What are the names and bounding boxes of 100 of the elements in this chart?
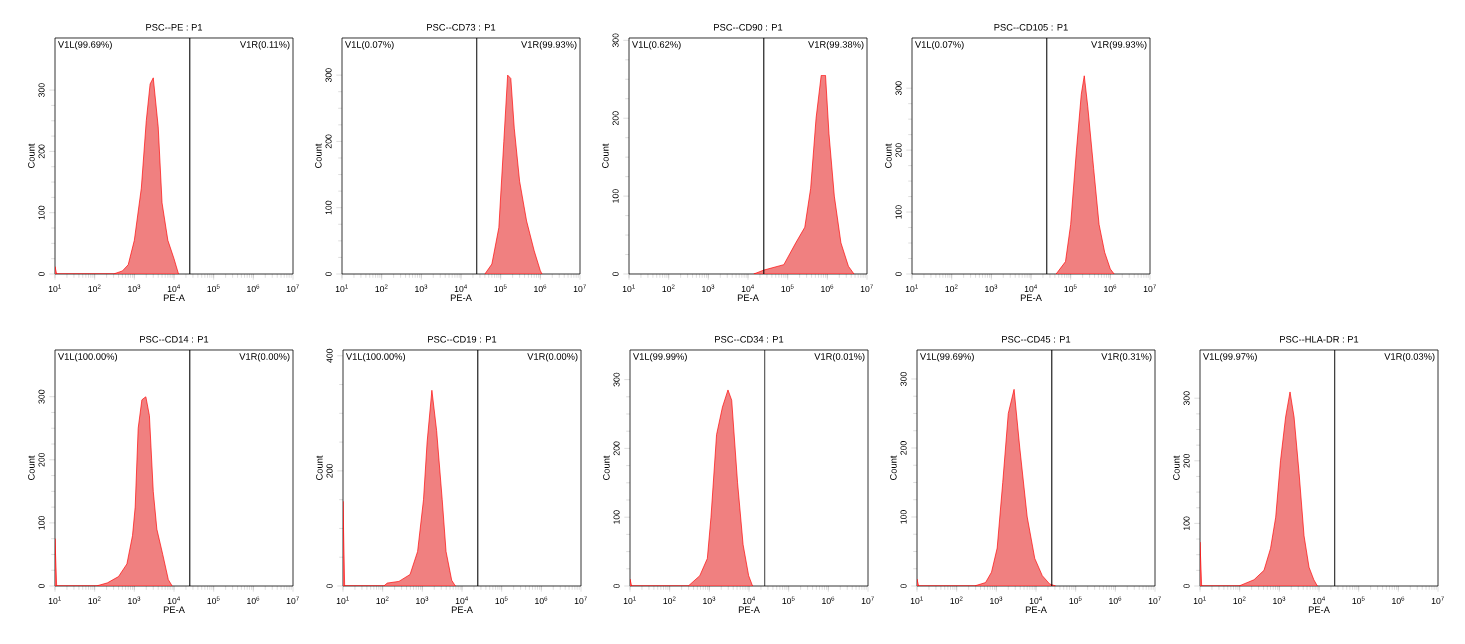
y-tick-label: 100 <box>325 200 332 215</box>
x-tick-label: 10$^{5}$ <box>495 596 508 605</box>
chart-title: PSC--CD14 : P1 <box>140 336 209 343</box>
y-axis-title: Count <box>602 143 609 168</box>
y-tick-label: 200 <box>900 441 907 455</box>
x-tick-label: 10$^{5}$ <box>782 596 795 605</box>
chart-title: PSC--CD45 : P1 <box>1002 336 1071 343</box>
annotation: V1R(99.93%) <box>521 40 577 50</box>
x-tick-label: 10$^{5}$ <box>494 284 507 293</box>
y-tick-label: 100 <box>900 510 907 524</box>
y-tick-label: 400 <box>326 348 333 363</box>
x-tick-label: 10$^{3}$ <box>416 596 429 605</box>
chart-title: PSC--CD19 : P1 <box>428 336 497 343</box>
x-tick-label: 10$^{4}$ <box>167 596 180 605</box>
y-axis-title: Count <box>603 455 610 480</box>
x-tick-label: 10$^{1}$ <box>336 596 349 605</box>
y-tick-label: 100 <box>895 205 902 219</box>
y-tick-label: 0 <box>900 583 907 589</box>
x-tick-label: 10$^{4}$ <box>1312 596 1326 605</box>
annotation: V1R(0.31%) <box>1101 352 1152 362</box>
annotation: V1R(0.00%) <box>527 352 578 362</box>
y-tick-label: 200 <box>895 143 902 157</box>
y-tick-label: 200 <box>613 441 620 456</box>
annotation: V1L(100.00%) <box>345 352 406 362</box>
x-axis-title: PE-A <box>737 294 759 301</box>
annotation: V1L(99.97%) <box>1202 352 1257 362</box>
x-tick-label: 10$^{6}$ <box>247 284 260 293</box>
annotation: V1R(99.38%) <box>808 40 864 50</box>
x-tick-label: 10$^{5}$ <box>781 284 794 293</box>
x-axis-title: PE-A <box>163 294 185 301</box>
x-tick-label: 10$^{4}$ <box>454 284 467 293</box>
y-tick-label: 0 <box>325 271 332 277</box>
x-tick-label: 10$^{2}$ <box>376 596 389 605</box>
x-axis-title: PE-A <box>1020 294 1042 301</box>
y-tick-label: 300 <box>613 372 620 387</box>
x-tick-label: 10$^{3}$ <box>415 284 428 293</box>
y-tick-label: 0 <box>613 583 620 589</box>
x-tick-label: 10$^{1}$ <box>910 596 923 605</box>
chart-title: PSC--PE : P1 <box>146 24 203 31</box>
x-tick-label: 10$^{7}$ <box>860 284 873 293</box>
annotation: V1R(0.03%) <box>1384 352 1435 362</box>
x-tick-label: 10$^{6}$ <box>1109 596 1122 605</box>
x-tick-label: 10$^{3}$ <box>990 596 1003 605</box>
x-tick-label: 10$^{4}$ <box>742 596 755 605</box>
x-tick-label: 10$^{1}$ <box>335 284 348 293</box>
x-tick-label: 10$^{5}$ <box>207 596 220 605</box>
y-tick-label: 200 <box>326 463 333 478</box>
y-axis-title: Count <box>890 455 897 480</box>
x-tick-label: 10$^{1}$ <box>622 284 635 293</box>
x-tick-label: 10$^{3}$ <box>128 284 141 293</box>
x-tick-label: 10$^{1}$ <box>48 284 61 293</box>
y-tick-label: 100 <box>612 189 619 203</box>
x-tick-label: 10$^{3}$ <box>1273 596 1286 605</box>
annotation: V1R(99.93%) <box>1091 40 1147 50</box>
y-tick-label: 100 <box>38 205 45 220</box>
y-axis-title: Count <box>28 455 35 480</box>
x-axis-title: PE-A <box>451 606 473 613</box>
y-tick-label: 0 <box>38 271 45 277</box>
x-tick-label: 10$^{5}$ <box>1069 596 1082 605</box>
x-tick-label: 10$^{3}$ <box>702 284 715 293</box>
x-tick-label: 10$^{4}$ <box>455 596 468 605</box>
x-tick-label: 10$^{2}$ <box>945 284 958 293</box>
x-tick-label: 10$^{6}$ <box>1392 596 1405 605</box>
y-axis-title: Count <box>1173 455 1180 480</box>
chart-title: PSC--CD90 : P1 <box>714 24 783 31</box>
x-tick-label: 10$^{6}$ <box>247 596 260 605</box>
annotation: V1R(0.11%) <box>239 40 290 50</box>
x-tick-label: 10$^{7}$ <box>1143 284 1156 293</box>
y-axis-title: Count <box>315 143 322 168</box>
y-tick-label: 0 <box>612 271 619 277</box>
y-tick-label: 0 <box>38 583 45 589</box>
x-tick-label: 10$^{2}$ <box>950 596 963 605</box>
y-tick-label: 200 <box>38 144 45 159</box>
x-tick-label: 10$^{7}$ <box>286 284 299 293</box>
x-tick-label: 10$^{4}$ <box>167 284 180 293</box>
x-tick-label: 10$^{3}$ <box>985 284 998 293</box>
y-tick-label: 200 <box>325 134 332 149</box>
x-tick-label: 10$^{2}$ <box>375 284 388 293</box>
x-tick-label: 10$^{2}$ <box>662 284 675 293</box>
y-tick-label: 200 <box>1183 453 1190 468</box>
y-tick-label: 0 <box>895 271 902 277</box>
y-tick-label: 100 <box>613 510 620 524</box>
y-tick-label: 200 <box>38 452 45 467</box>
x-tick-label: 10$^{7}$ <box>573 284 586 293</box>
x-tick-label: 10$^{6}$ <box>821 284 834 293</box>
x-tick-label: 10$^{3}$ <box>128 596 141 605</box>
x-tick-label: 10$^{3}$ <box>703 596 716 605</box>
chart-title: PSC--CD105 : P1 <box>994 24 1068 31</box>
x-tick-label: 10$^{7}$ <box>1148 596 1161 605</box>
x-tick-label: 10$^{4}$ <box>1029 596 1042 605</box>
y-tick-label: 300 <box>900 372 907 386</box>
x-tick-label: 10$^{2}$ <box>1233 596 1246 605</box>
x-axis-title: PE-A <box>163 606 185 613</box>
x-tick-label: 10$^{4}$ <box>741 284 754 293</box>
x-tick-label: 10$^{6}$ <box>822 596 835 605</box>
x-tick-label: 10$^{6}$ <box>1104 284 1117 293</box>
x-tick-label: 10$^{7}$ <box>286 596 299 605</box>
x-tick-label: 10$^{7}$ <box>1431 596 1444 605</box>
x-tick-label: 10$^{1}$ <box>48 596 61 605</box>
chart-title: PSC--HLA-DR : P1 <box>1280 336 1359 343</box>
